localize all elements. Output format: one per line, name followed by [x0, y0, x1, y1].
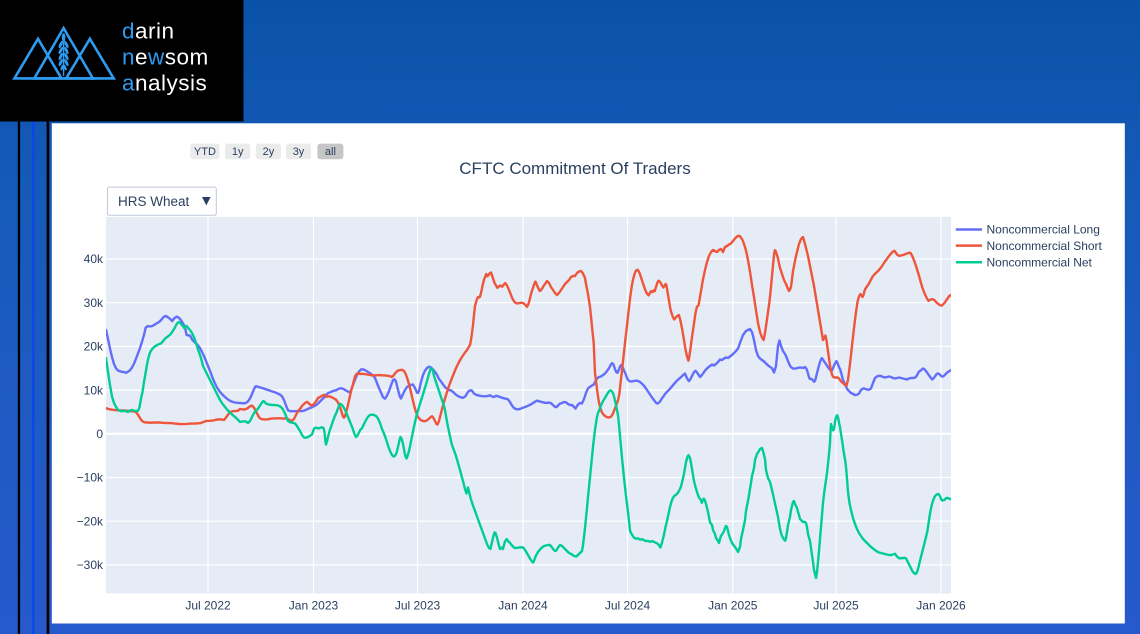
svg-text:darin: darin — [122, 19, 175, 44]
svg-text:Noncommercial Short: Noncommercial Short — [987, 239, 1103, 253]
svg-text:all: all — [325, 146, 336, 158]
svg-text:0: 0 — [96, 427, 103, 441]
svg-text:analysis: analysis — [122, 71, 207, 96]
svg-text:Jul 2022: Jul 2022 — [185, 599, 231, 613]
svg-text:CFTC Commitment Of Traders: CFTC Commitment Of Traders — [459, 159, 690, 178]
svg-text:Jul 2023: Jul 2023 — [395, 599, 441, 613]
svg-text:40k: 40k — [84, 252, 104, 266]
svg-text:newsom: newsom — [122, 45, 209, 70]
svg-text:Jan 2026: Jan 2026 — [916, 599, 966, 613]
svg-text:−20k: −20k — [77, 514, 104, 528]
svg-text:−10k: −10k — [77, 471, 104, 485]
svg-text:2y: 2y — [263, 146, 275, 158]
svg-text:Jan 2023: Jan 2023 — [289, 599, 339, 613]
svg-text:10k: 10k — [84, 383, 104, 397]
svg-text:Jul 2024: Jul 2024 — [605, 599, 651, 613]
svg-text:1y: 1y — [232, 146, 244, 158]
svg-text:3y: 3y — [293, 146, 305, 158]
svg-text:−30k: −30k — [77, 558, 104, 572]
svg-text:20k: 20k — [84, 340, 104, 354]
svg-text:Jan 2025: Jan 2025 — [708, 599, 758, 613]
svg-text:Noncommercial Long: Noncommercial Long — [987, 223, 1100, 237]
svg-text:30k: 30k — [84, 296, 104, 310]
svg-text:Jul 2025: Jul 2025 — [813, 599, 859, 613]
svg-text:HRS Wheat: HRS Wheat — [118, 194, 190, 209]
svg-text:Noncommercial Net: Noncommercial Net — [987, 256, 1093, 270]
svg-text:YTD: YTD — [194, 146, 216, 158]
svg-text:Jan 2024: Jan 2024 — [498, 599, 548, 613]
